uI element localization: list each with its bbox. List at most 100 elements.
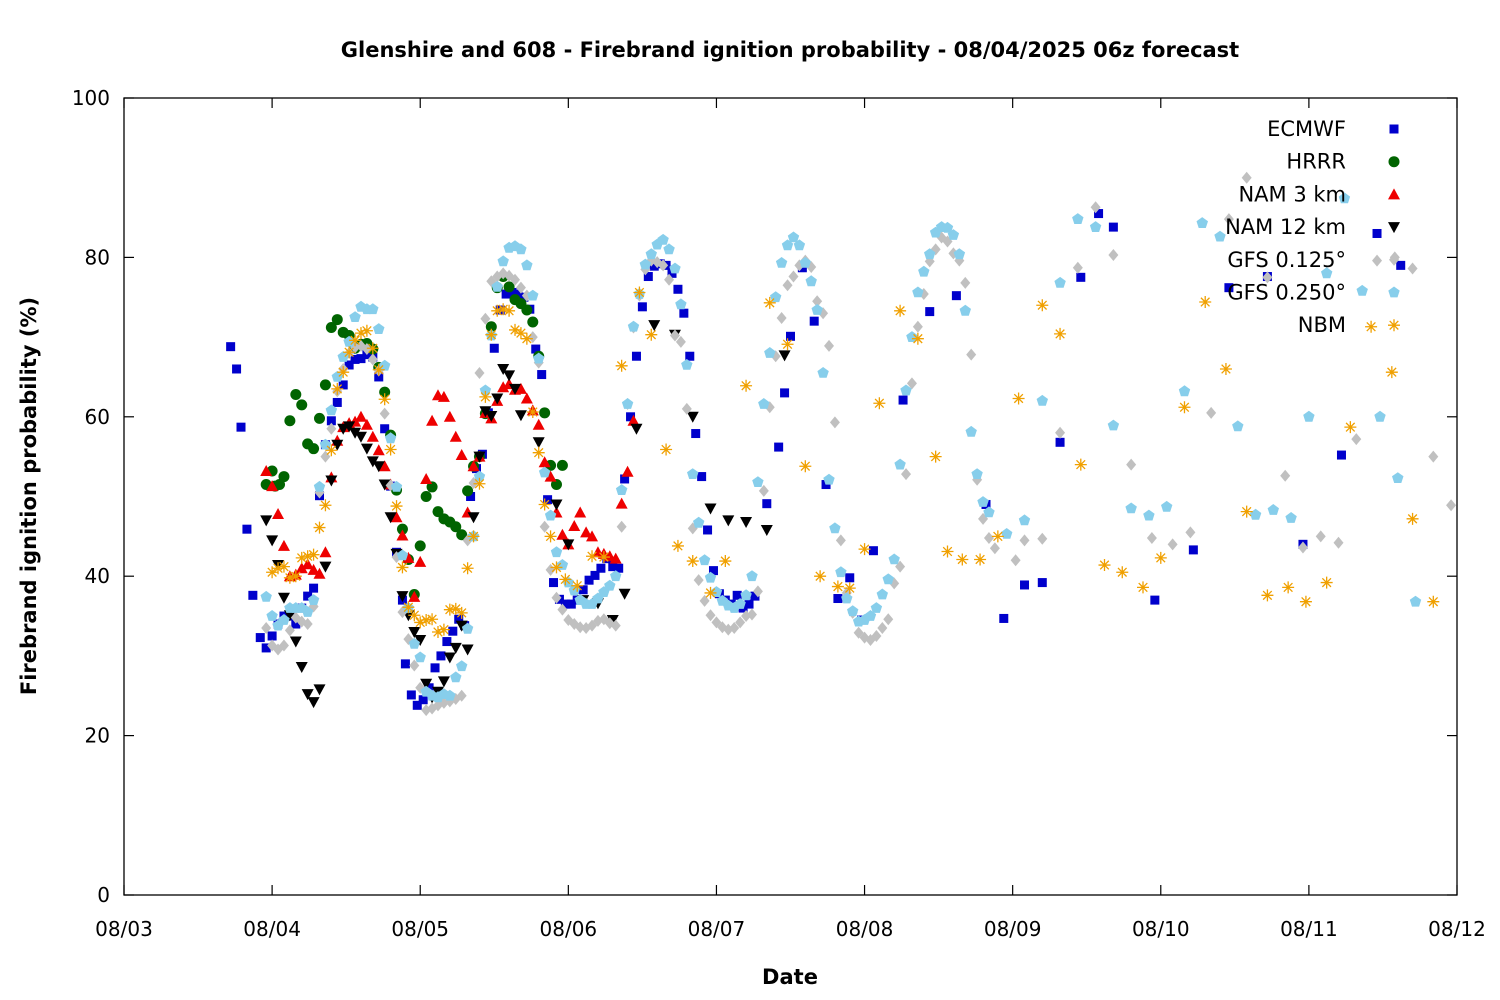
- data-point: [372, 363, 385, 376]
- data-point: [550, 479, 562, 491]
- data-point: [366, 430, 379, 442]
- data-point: [408, 590, 421, 602]
- data-point: [1240, 505, 1253, 518]
- data-point: [455, 620, 468, 632]
- data-point: [959, 304, 971, 316]
- data-point: [604, 579, 616, 591]
- data-point: [882, 573, 894, 585]
- data-point: [539, 520, 550, 533]
- data-point: [378, 479, 391, 491]
- data-point: [901, 468, 912, 481]
- data-point: [455, 606, 468, 619]
- data-point: [420, 472, 433, 484]
- data-point: [420, 614, 433, 627]
- data-point: [835, 566, 847, 578]
- data-point: [793, 239, 806, 251]
- data-point: [332, 397, 342, 407]
- data-point: [309, 583, 319, 593]
- data-point: [527, 331, 538, 344]
- data-point: [283, 610, 296, 622]
- data-point: [669, 329, 680, 342]
- data-point: [344, 360, 354, 370]
- data-point: [436, 651, 446, 661]
- data-point: [378, 460, 391, 472]
- data-point: [278, 639, 289, 652]
- data-point: [999, 613, 1009, 623]
- data-point: [775, 257, 788, 268]
- data-point: [520, 332, 533, 345]
- data-point: [1146, 531, 1157, 544]
- data-point: [918, 265, 930, 277]
- data-point: [586, 550, 599, 563]
- data-point: [786, 331, 795, 341]
- data-point: [366, 342, 379, 355]
- data-point: [408, 609, 421, 622]
- data-point: [991, 530, 1004, 543]
- data-point: [1333, 536, 1344, 549]
- data-point: [412, 700, 422, 710]
- data-point: [313, 480, 326, 492]
- data-point: [354, 327, 367, 340]
- data-point: [941, 221, 954, 233]
- data-point: [596, 563, 606, 573]
- data-point: [337, 366, 350, 379]
- data-point: [911, 332, 924, 345]
- data-point: [871, 629, 882, 642]
- data-point: [643, 272, 653, 282]
- plot-border: [123, 97, 1458, 896]
- data-point: [1072, 261, 1083, 274]
- data-point: [835, 534, 846, 547]
- data-point: [574, 506, 587, 518]
- data-point: [325, 444, 338, 457]
- data-point: [462, 485, 474, 497]
- data-point: [1076, 272, 1086, 282]
- data-point: [356, 354, 366, 364]
- data-point: [232, 364, 242, 374]
- data-point: [687, 468, 699, 479]
- data-point: [883, 613, 894, 626]
- data-point: [752, 476, 764, 487]
- data-point: [295, 662, 308, 674]
- legend-label: NAM 3 km: [1238, 182, 1346, 206]
- data-point: [290, 388, 302, 400]
- data-point: [805, 275, 817, 287]
- legend-label: GFS 0.125°: [1227, 248, 1346, 272]
- data-point: [414, 651, 426, 663]
- x-tick-label: 08/10: [1132, 917, 1190, 941]
- data-point: [467, 512, 480, 524]
- data-point: [301, 689, 314, 701]
- data-point: [971, 468, 983, 479]
- data-point: [1199, 296, 1212, 309]
- data-point: [989, 542, 1000, 555]
- data-point: [521, 259, 533, 271]
- data-point: [1126, 458, 1137, 471]
- data-point: [372, 461, 385, 473]
- data-point: [450, 671, 462, 683]
- data-point: [778, 350, 791, 362]
- data-point: [514, 327, 527, 340]
- legend-marker: [1388, 319, 1400, 332]
- data-point: [693, 516, 705, 528]
- x-tick-label: 08/11: [1280, 917, 1338, 941]
- data-point: [762, 499, 772, 509]
- data-point: [266, 610, 278, 621]
- data-point: [681, 402, 692, 415]
- data-point: [675, 298, 687, 310]
- data-point: [729, 622, 740, 635]
- data-point: [319, 561, 332, 573]
- data-point: [1261, 589, 1274, 602]
- y-tick-label: 60: [85, 405, 110, 429]
- data-point: [710, 586, 723, 597]
- data-point: [497, 381, 510, 393]
- data-point: [686, 555, 699, 568]
- data-point: [289, 636, 302, 648]
- data-point: [550, 499, 563, 511]
- data-point: [735, 616, 746, 629]
- data-point: [693, 574, 704, 587]
- data-point: [1365, 320, 1378, 333]
- x-tick-label: 08/05: [391, 917, 449, 941]
- data-point: [437, 623, 450, 636]
- data-point: [491, 393, 504, 405]
- legend-marker: [1388, 156, 1400, 168]
- x-tick-label: 08/07: [688, 917, 746, 941]
